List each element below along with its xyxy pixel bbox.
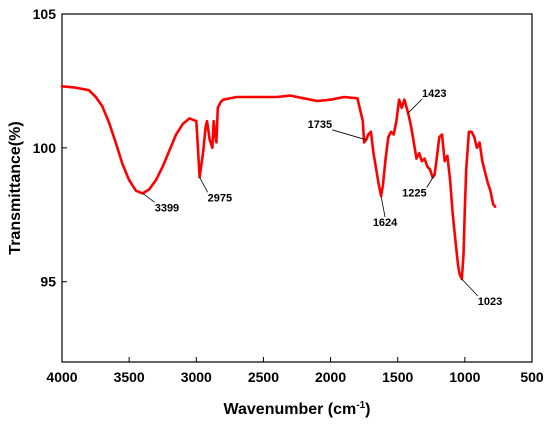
x-tick-label: 2500 [248,369,279,385]
series-line [60,85,497,281]
annotation-leader [199,177,208,193]
x-tick-label: 3500 [114,369,145,385]
peak-label: 2975 [208,192,232,204]
annotation-leader [380,195,386,218]
y-axis-ticks: 95 100 105 [33,6,67,290]
y-tick-label: 95 [40,274,56,290]
annotation-leader [461,278,479,297]
x-axis-label: Wavenumber (cm-1) [223,400,370,418]
peak-label: 1735 [308,119,332,131]
annotation-leader [426,174,435,188]
x-tick-label: 1000 [449,369,480,385]
x-axis-ticks: 4000 3500 3000 2500 2000 1500 1000 500 [46,357,544,385]
x-tick-label: 500 [520,369,544,385]
x-tick-label: 4000 [46,369,77,385]
x-tick-label: 1500 [382,369,413,385]
plot-frame [61,13,533,363]
y-axis-label: Transmittance(%) [7,121,24,254]
peak-annotations: 3399 2975 1735 1624 1423 1225 1023 [142,88,502,308]
y-tick-label: 105 [33,6,57,22]
annotation-leader [332,129,367,141]
peak-label: 1023 [478,296,502,308]
x-tick-label: 3000 [181,369,212,385]
y-tick-label: 100 [33,140,57,156]
peak-label: 1423 [422,88,446,100]
peak-label: 3399 [155,202,179,214]
peak-label: 1225 [402,188,426,200]
annotation-leader [407,98,423,114]
x-tick-label: 2000 [315,369,346,385]
peak-label: 1624 [373,217,398,229]
annotation-leader [142,193,155,203]
